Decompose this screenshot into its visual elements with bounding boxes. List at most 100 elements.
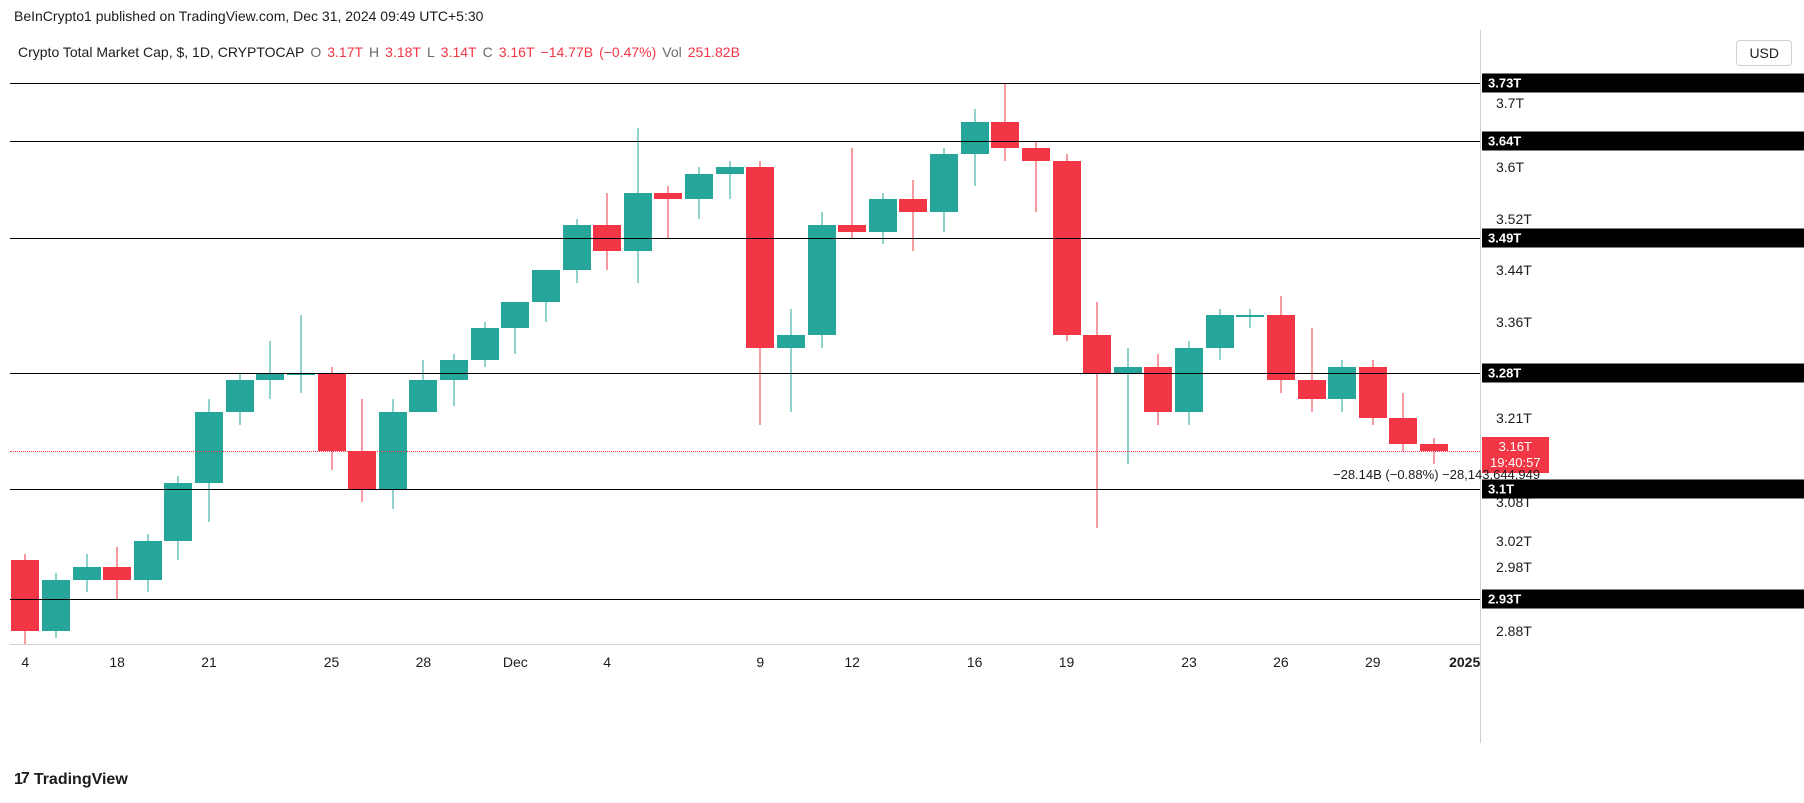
y-tick: 2.98T: [1496, 559, 1532, 575]
candle: [685, 64, 713, 644]
candle: [1175, 64, 1203, 644]
attribution-text: BeInCrypto1 published on TradingView.com…: [14, 8, 483, 24]
current-price-val: 3.16T: [1490, 439, 1541, 455]
y-tick: 2.88T: [1496, 623, 1532, 639]
current-price-line: [10, 451, 1480, 452]
candle: [532, 64, 560, 644]
legend-symbol: Crypto Total Market Cap, $, 1D, CRYPTOCA…: [18, 44, 304, 60]
y-tick: 3.02T: [1496, 533, 1532, 549]
y-axis-line: [1480, 30, 1481, 743]
legend-vol-val: 251.82B: [688, 44, 740, 60]
level-flag: 3.49T: [1482, 229, 1804, 248]
x-tick: 19: [1059, 654, 1075, 670]
y-tick: 3.44T: [1496, 262, 1532, 278]
candle: [440, 64, 468, 644]
level-flag: 2.93T: [1482, 589, 1804, 608]
x-tick: 12: [844, 654, 860, 670]
legend-chg-abs: −14.77B: [541, 44, 594, 60]
candle: [409, 64, 437, 644]
x-tick: 23: [1181, 654, 1197, 670]
legend-chg-pct: (−0.47%): [599, 44, 656, 60]
candle: [1114, 64, 1142, 644]
candle: [563, 64, 591, 644]
x-tick: 26: [1273, 654, 1289, 670]
candle: [593, 64, 621, 644]
level-line: [10, 489, 1480, 490]
candle: [226, 64, 254, 644]
candle: [1359, 64, 1387, 644]
candle: [1420, 64, 1448, 644]
y-tick: 3.52T: [1496, 211, 1532, 227]
x-axis[interactable]: 418212528Dec491216192326292025: [10, 654, 1480, 678]
legend-o-val: 3.17T: [327, 44, 363, 60]
candle: [716, 64, 744, 644]
candle: [899, 64, 927, 644]
level-line: [10, 83, 1480, 84]
candle: [1298, 64, 1326, 644]
y-axis[interactable]: 3.7T3.6T3.52T3.44T3.36T3.28T3.21T3.08T3.…: [1482, 64, 1804, 644]
tradingview-logo: 17 TradingView: [14, 771, 128, 789]
candle: [348, 64, 376, 644]
candle: [838, 64, 866, 644]
candle: [869, 64, 897, 644]
legend-vol-label: Vol: [662, 44, 681, 60]
level-line: [10, 238, 1480, 239]
candle: [1022, 64, 1050, 644]
currency-button[interactable]: USD: [1736, 40, 1792, 66]
chart-plot-area[interactable]: [10, 64, 1480, 644]
delta-annotation: −28.14B (−0.88%) −28,143,644,949: [1333, 467, 1540, 482]
candle: [134, 64, 162, 644]
x-tick: 28: [416, 654, 432, 670]
candle: [379, 64, 407, 644]
level-line: [10, 141, 1480, 142]
candle: [930, 64, 958, 644]
candle: [1206, 64, 1234, 644]
candle: [1053, 64, 1081, 644]
candle: [318, 64, 346, 644]
x-tick: 29: [1365, 654, 1381, 670]
candle: [1083, 64, 1111, 644]
candle: [73, 64, 101, 644]
candle: [1328, 64, 1356, 644]
x-tick: 25: [324, 654, 340, 670]
candle: [1267, 64, 1295, 644]
y-tick: 3.21T: [1496, 410, 1532, 426]
legend-l-label: L: [427, 44, 435, 60]
candle: [256, 64, 284, 644]
candle: [1236, 64, 1264, 644]
y-tick: 3.7T: [1496, 95, 1524, 111]
level-line: [10, 373, 1480, 374]
candle: [654, 64, 682, 644]
legend-o-label: O: [310, 44, 321, 60]
candle: [777, 64, 805, 644]
candle: [287, 64, 315, 644]
legend-row: Crypto Total Market Cap, $, 1D, CRYPTOCA…: [18, 44, 740, 60]
legend-h-val: 3.18T: [385, 44, 421, 60]
candle: [1144, 64, 1172, 644]
level-flag: 3.73T: [1482, 74, 1804, 93]
x-tick: 4: [603, 654, 611, 670]
level-line: [10, 599, 1480, 600]
candle: [164, 64, 192, 644]
legend-c-val: 3.16T: [499, 44, 535, 60]
candle: [471, 64, 499, 644]
legend-l-val: 3.14T: [441, 44, 477, 60]
candle: [11, 64, 39, 644]
x-tick: 4: [21, 654, 29, 670]
candle: [991, 64, 1019, 644]
candle: [195, 64, 223, 644]
x-tick: 9: [756, 654, 764, 670]
x-tick: 2025: [1449, 654, 1480, 670]
legend-c-label: C: [483, 44, 493, 60]
level-flag: 3.1T: [1482, 480, 1804, 499]
candle: [746, 64, 774, 644]
tv-logo-text: TradingView: [34, 771, 128, 789]
candle: [103, 64, 131, 644]
candle: [808, 64, 836, 644]
candle: [1389, 64, 1417, 644]
legend-h-label: H: [369, 44, 379, 60]
y-tick: 3.36T: [1496, 314, 1532, 330]
x-tick: Dec: [503, 654, 528, 670]
level-flag: 3.28T: [1482, 364, 1804, 383]
candle: [624, 64, 652, 644]
